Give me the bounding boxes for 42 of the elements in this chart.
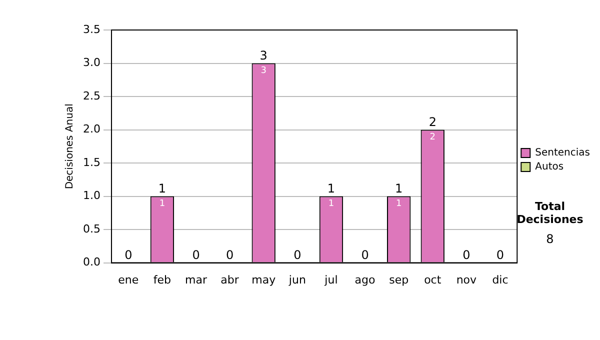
data-label: 3 bbox=[260, 66, 266, 76]
x-tick-label: nov bbox=[456, 273, 478, 286]
data-label: 1 bbox=[328, 199, 334, 210]
y-tick-label: 3.0 bbox=[82, 56, 100, 70]
y-tick-label: 3.5 bbox=[82, 22, 100, 36]
x-tick-label: dic bbox=[492, 273, 508, 286]
x-tick-label: abr bbox=[220, 273, 240, 286]
x-tick-label: jul bbox=[324, 273, 338, 286]
x-tick-label: ene bbox=[118, 273, 139, 286]
total-label: 1 bbox=[158, 181, 166, 196]
annotation: Total Decisiones bbox=[516, 200, 584, 226]
x-tick-label: oct bbox=[424, 273, 442, 286]
legend-label: Autos bbox=[535, 162, 564, 173]
x-tick-label: sep bbox=[389, 273, 409, 286]
total-label: 0 bbox=[462, 248, 470, 262]
y-tick-label: 0.5 bbox=[82, 222, 100, 236]
total-label: 0 bbox=[496, 248, 504, 262]
x-tick-label: mar bbox=[185, 273, 208, 286]
legend-label: Sentencias bbox=[535, 148, 590, 159]
y-tick-label: 1.0 bbox=[82, 189, 100, 202]
total-label: 1 bbox=[327, 181, 336, 196]
x-tick-label: jun bbox=[288, 273, 306, 286]
text: 8 bbox=[545, 232, 555, 246]
total-label: 1 bbox=[395, 181, 403, 196]
y-tick-label: 0.0 bbox=[82, 256, 100, 269]
total-label: 0 bbox=[226, 248, 234, 262]
total-label: 0 bbox=[124, 248, 132, 262]
y-axis-title: Decisiones Anual bbox=[64, 104, 76, 190]
x-tick-label: ago bbox=[354, 273, 376, 286]
total-label: 0 bbox=[294, 248, 302, 262]
y-tick-label: 2.0 bbox=[82, 122, 100, 136]
data-label: 1 bbox=[159, 199, 166, 210]
total-label: 2 bbox=[428, 114, 436, 129]
y-tick-label: 1.5 bbox=[82, 156, 100, 169]
data-label: 2 bbox=[430, 132, 436, 143]
total-label: 3 bbox=[260, 48, 268, 62]
total-label: 0 bbox=[192, 248, 200, 262]
x-tick-label: may bbox=[252, 273, 276, 286]
data-label: 1 bbox=[396, 199, 402, 210]
x-tick-label: feb bbox=[153, 273, 172, 286]
total-label: 0 bbox=[361, 248, 369, 262]
y-tick-label: 2.5 bbox=[82, 89, 100, 102]
